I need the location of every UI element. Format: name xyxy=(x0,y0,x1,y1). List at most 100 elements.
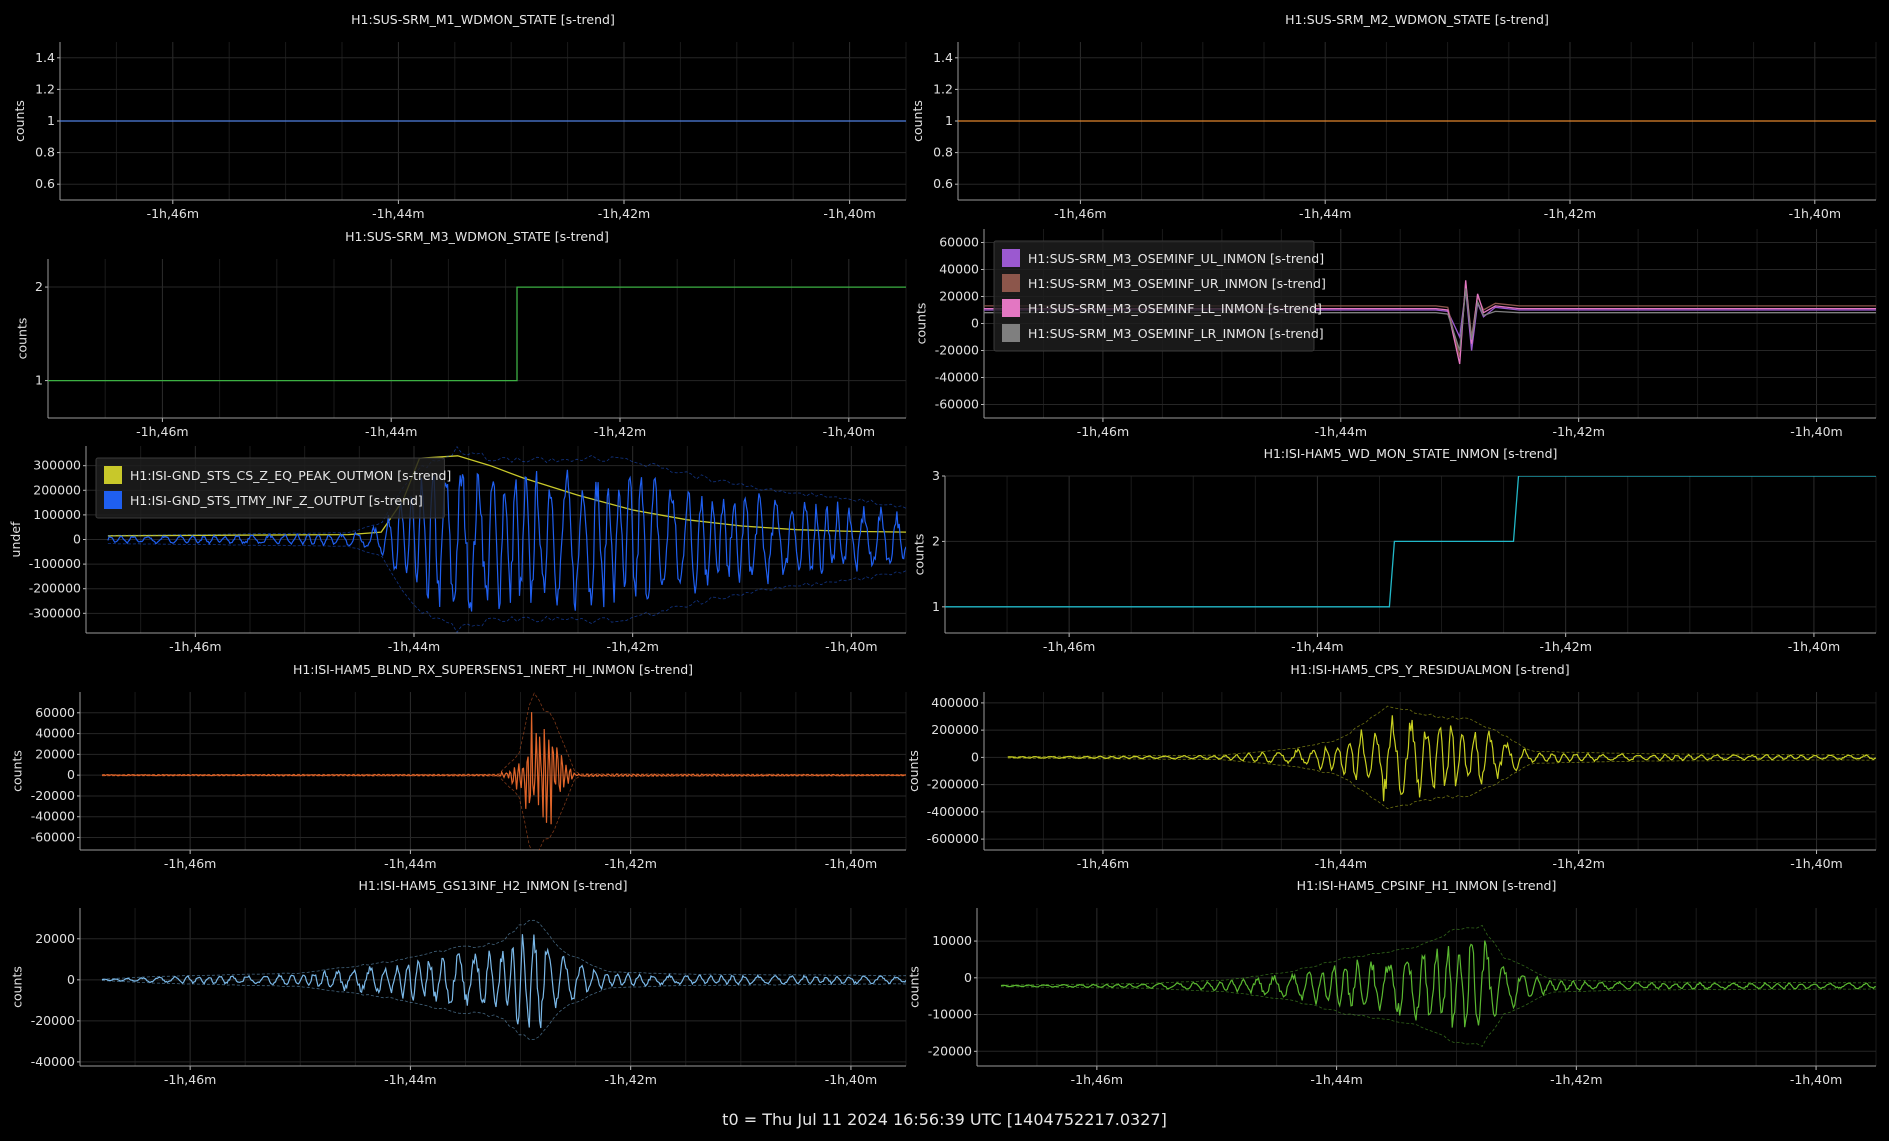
osem-xtick-label: -1h,42m xyxy=(1552,424,1604,439)
cpsh1-xtick-label: -1h,44m xyxy=(1310,1072,1362,1087)
wd-ytick-label: 2 xyxy=(932,533,940,548)
gnd-xtick-label: -1h,44m xyxy=(388,639,440,654)
m2-ytick-label: 1.2 xyxy=(933,81,953,96)
panel-cpsy: H1:ISI-HAM5_CPS_Y_RESIDUALMON [s-trend] -… xyxy=(906,662,1877,871)
cpsh1-xtick-label: -1h,40m xyxy=(1790,1072,1842,1087)
panel-gs13: H1:ISI-HAM5_GS13INF_H2_INMON [s-trend] -4… xyxy=(10,878,907,1087)
blnd-title: H1:ISI-HAM5_BLND_RX_SUPERSENS1_INERT_HI_… xyxy=(293,662,693,677)
gnd-legend-swatch xyxy=(104,466,122,484)
m3-ytick-label: 1 xyxy=(35,373,43,388)
cpsy-ytick-label: 400000 xyxy=(931,695,979,710)
m2-xtick-label: -1h,42m xyxy=(1544,206,1596,221)
osem-ytick-label: 60000 xyxy=(939,235,979,250)
m1-ytick-label: 1.4 xyxy=(35,50,55,65)
gnd-ytick-label: -300000 xyxy=(29,605,81,620)
panel-cpsh1: H1:ISI-HAM5_CPSINF_H1_INMON [s-trend] -20… xyxy=(907,878,1877,1087)
blnd-ylabel: counts xyxy=(10,750,25,792)
osem-series-line xyxy=(984,280,1876,365)
wd-ytick-label: 1 xyxy=(932,599,940,614)
gs13-ytick-label: 0 xyxy=(67,972,75,987)
gs13-title: H1:ISI-HAM5_GS13INF_H2_INMON [s-trend] xyxy=(358,878,627,893)
m2-xtick-label: -1h,46m xyxy=(1054,206,1106,221)
gs13-xtick-label: -1h,40m xyxy=(825,1072,877,1087)
wd-ytick-label: 3 xyxy=(932,468,940,483)
panel-m3: H1:SUS-SRM_M3_WDMON_STATE [s-trend] 1 2 -1h… xyxy=(15,229,907,439)
wd-xtick-label: -1h,42m xyxy=(1539,639,1591,654)
panel-gnd: -300000 -200000 -100000 0 100000 200000 300000… xyxy=(8,446,907,654)
gs13-xtick-label: -1h,46m xyxy=(164,1072,216,1087)
osem-legend-swatch xyxy=(1002,249,1020,267)
gnd-legend-label: H1:ISI-GND_STS_CS_Z_EQ_PEAK_OUTMON [s-tr… xyxy=(130,468,451,483)
m3-ytick-label: 2 xyxy=(35,279,43,294)
cpsy-ytick-label: 0 xyxy=(971,749,979,764)
osem-series-line xyxy=(984,288,1876,351)
blnd-xtick-label: -1h,40m xyxy=(825,856,877,871)
wd-xtick-label: -1h,40m xyxy=(1788,639,1840,654)
cpsh1-ytick-label: -10000 xyxy=(928,1007,972,1022)
cpsh1-xtick-label: -1h,46m xyxy=(1071,1072,1123,1087)
cpsh1-ytick-label: -20000 xyxy=(928,1043,972,1058)
m2-ytick-label: 0.8 xyxy=(933,145,953,160)
cpsy-series-line xyxy=(1007,715,1876,802)
osem-ytick-label: -60000 xyxy=(935,397,979,412)
osem-ylabel: counts xyxy=(914,303,929,345)
m3-xtick-label: -1h,46m xyxy=(136,424,188,439)
gnd-legend xyxy=(95,457,445,519)
osem-legend-label: H1:SUS-SRM_M3_OSEMINF_LR_INMON [s-trend] xyxy=(1028,326,1324,341)
osem-legend-label: H1:SUS-SRM_M3_OSEMINF_UR_INMON [s-trend] xyxy=(1028,276,1326,291)
cpsy-series-min xyxy=(1007,757,1876,810)
blnd-series-line xyxy=(101,712,906,825)
gs13-xtick-label: -1h,44m xyxy=(384,1072,436,1087)
m1-xtick-label: -1h,40m xyxy=(823,206,875,221)
panel-wd: H1:ISI-HAM5_WD_MON_STATE_INMON [s-trend]… xyxy=(912,446,1877,654)
gs13-ylabel: counts xyxy=(10,966,25,1008)
panel-osem: -60000 -40000 -20000 0 20000 40000 60000 -1h,46… xyxy=(914,229,1877,439)
footer-timestamp: t0 = Thu Jul 11 2024 16:56:39 UTC [14047… xyxy=(722,1110,1167,1129)
cpsy-xtick-label: -1h,42m xyxy=(1552,856,1604,871)
gnd-xtick-label: -1h,42m xyxy=(606,639,658,654)
gs13-xtick-label: -1h,42m xyxy=(604,1072,656,1087)
m3-title: H1:SUS-SRM_M3_WDMON_STATE [s-trend] xyxy=(345,229,609,244)
m2-xtick-label: -1h,44m xyxy=(1299,206,1351,221)
blnd-ytick-label: 60000 xyxy=(35,705,75,720)
gnd-ytick-label: 0 xyxy=(73,532,81,547)
gnd-xtick-label: -1h,46m xyxy=(169,639,221,654)
m1-xtick-label: -1h,42m xyxy=(598,206,650,221)
blnd-xtick-label: -1h,42m xyxy=(604,856,656,871)
blnd-xtick-label: -1h,46m xyxy=(164,856,216,871)
cpsh1-series-max xyxy=(1000,924,1876,986)
m3-ylabel: counts xyxy=(15,318,30,360)
osem-legend-label: H1:SUS-SRM_M3_OSEMINF_LL_INMON [s-trend] xyxy=(1028,301,1322,316)
m1-ytick-label: 0.8 xyxy=(35,145,55,160)
panel-m1: H1:SUS-SRM_M1_WDMON_STATE [s-trend] 0.6 0.… xyxy=(12,12,907,221)
m2-title: H1:SUS-SRM_M2_WDMON_STATE [s-trend] xyxy=(1285,12,1549,27)
osem-legend-swatch xyxy=(1002,299,1020,317)
wd-xtick-label: -1h,46m xyxy=(1043,639,1095,654)
gs13-ytick-label: -20000 xyxy=(31,1013,75,1028)
m3-series-line xyxy=(48,286,906,382)
cpsh1-ylabel: counts xyxy=(907,966,922,1008)
gnd-series-min xyxy=(107,543,906,633)
cpsh1-xtick-label: -1h,42m xyxy=(1550,1072,1602,1087)
cpsh1-ytick-label: 10000 xyxy=(932,933,972,948)
blnd-ytick-label: 20000 xyxy=(35,746,75,761)
cpsy-xtick-label: -1h,46m xyxy=(1077,856,1129,871)
cpsh1-series-line xyxy=(1000,940,1876,1028)
wd-xtick-label: -1h,44m xyxy=(1291,639,1343,654)
blnd-ytick-label: -20000 xyxy=(31,788,75,803)
gs13-ytick-label: 20000 xyxy=(35,931,75,946)
m1-ytick-label: 1 xyxy=(47,113,55,128)
m1-title: H1:SUS-SRM_M1_WDMON_STATE [s-trend] xyxy=(351,12,615,27)
cpsy-ytick-label: -200000 xyxy=(927,777,979,792)
panel-m2: H1:SUS-SRM_M2_WDMON_STATE [s-trend] 0.6 0.… xyxy=(910,12,1877,221)
blnd-ytick-label: -60000 xyxy=(31,830,75,845)
m2-xtick-label: -1h,40m xyxy=(1789,206,1841,221)
gnd-ytick-label: -100000 xyxy=(29,556,81,571)
m3-xtick-label: -1h,40m xyxy=(823,424,875,439)
wd-series-line xyxy=(945,476,1876,608)
gnd-series-line xyxy=(107,469,906,612)
cpsy-ylabel: counts xyxy=(906,750,921,792)
osem-xtick-label: -1h,46m xyxy=(1077,424,1129,439)
gnd-xtick-label: -1h,40m xyxy=(825,639,877,654)
m1-xtick-label: -1h,44m xyxy=(372,206,424,221)
